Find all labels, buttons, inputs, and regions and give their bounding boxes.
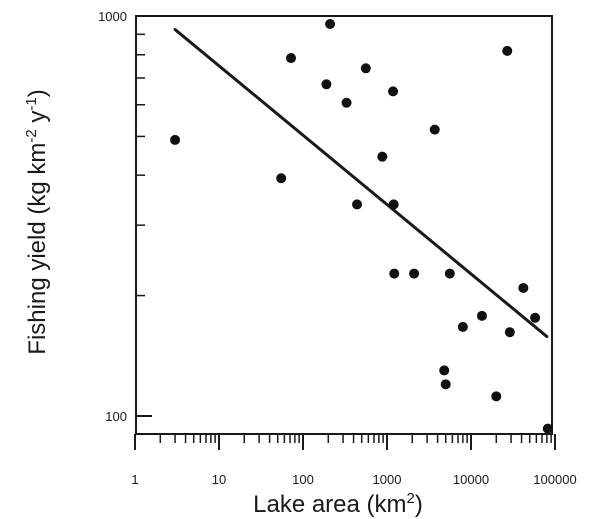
data-point [476,310,487,321]
data-points [170,18,553,434]
data-point [502,45,513,56]
data-point [360,63,371,74]
plot-frame [135,15,553,435]
x-tick-label: 1 [131,472,138,487]
data-point [170,134,181,145]
y-axis: 100 1000 [98,9,152,436]
data-point [504,327,515,338]
y-tick-label: 1000 [98,9,127,24]
data-point [429,124,440,135]
data-point [518,282,529,293]
data-point [457,321,468,332]
trendline [173,28,549,339]
data-point [276,173,287,184]
data-point [388,199,399,210]
trendline-group [173,28,549,339]
x-tick-label: 10 [212,472,226,487]
y-axis-title: Fishing yield (kg km-2 y-1) [23,89,51,354]
data-point [491,391,502,402]
data-point [377,151,388,162]
data-point [542,423,553,434]
x-axis: 1 10 100 1000 10000 100000 [131,434,577,487]
data-point [325,18,336,29]
x-tick-label: 10000 [453,472,489,487]
data-point [352,199,363,210]
data-point [321,79,332,90]
x-tick-label: 1000 [373,472,402,487]
data-point [286,53,297,64]
data-point [388,86,399,97]
x-tick-label: 100000 [533,472,576,487]
data-point [440,379,451,390]
data-point [439,365,450,376]
y-tick-label: 100 [105,409,127,424]
x-axis-title: Lake area (km2) [253,490,423,518]
data-point [389,268,400,279]
data-point [530,312,541,323]
data-point [444,268,455,279]
data-point [409,268,420,279]
data-point [341,97,352,108]
x-tick-label: 100 [292,472,314,487]
